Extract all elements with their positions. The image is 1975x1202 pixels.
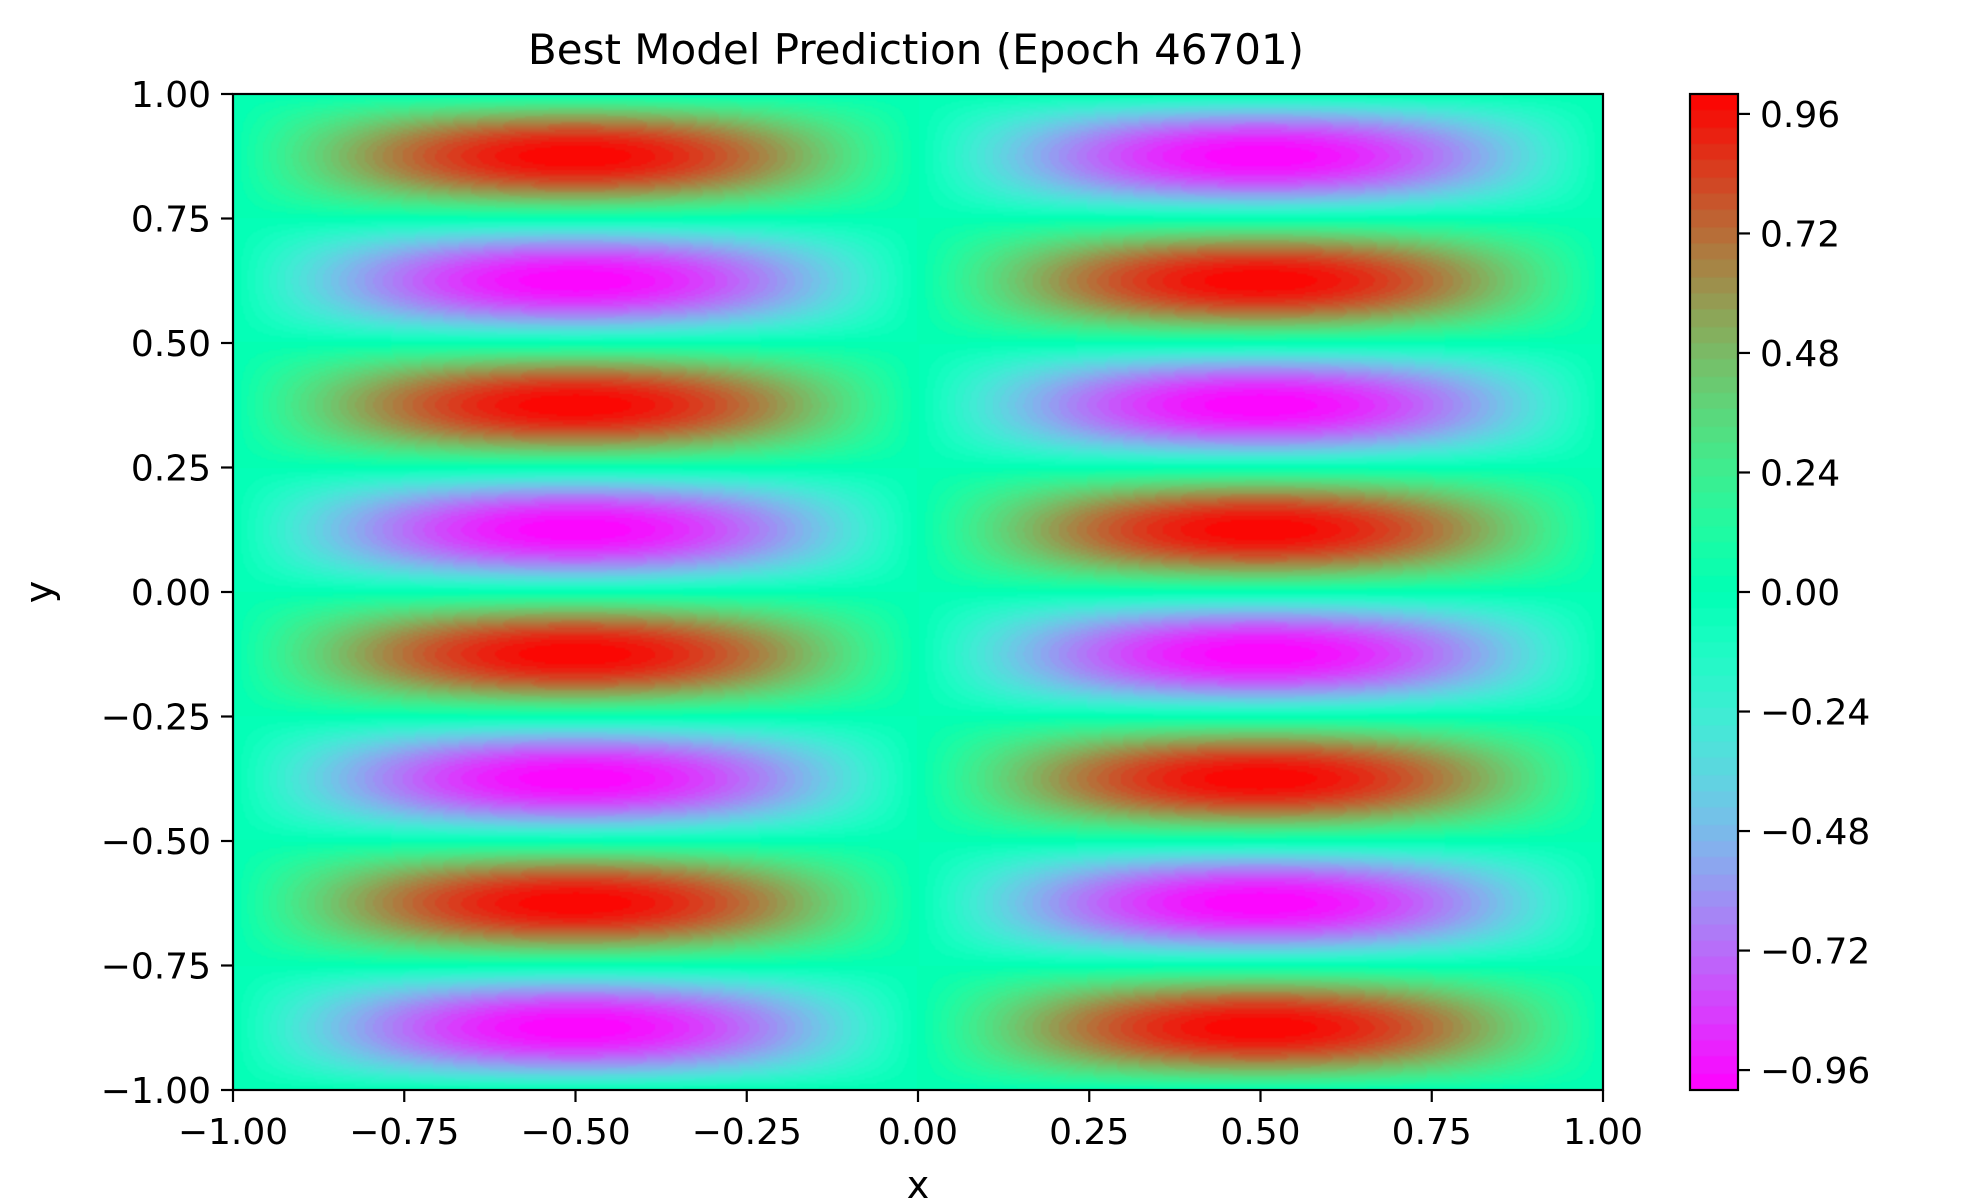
colorbar-axis: −0.96 −0.72 −0.48 −0.24 0.00 0.24 0.48 0.72 0.96	[1738, 95, 1870, 1092]
x-tick-label: 0.00	[878, 1112, 958, 1153]
colorbar	[1690, 94, 1738, 1090]
x-tick-label: 0.25	[1049, 1112, 1129, 1153]
colorbar-tick-label: 0.48	[1760, 334, 1840, 375]
y-tick-label: 1.00	[131, 75, 211, 116]
x-tick-label: −0.25	[692, 1112, 802, 1153]
y-axis-label: y	[17, 581, 61, 604]
x-tick-label: 0.75	[1392, 1112, 1472, 1153]
x-axis-label: x	[907, 1163, 930, 1202]
x-tick-label: −0.75	[349, 1112, 459, 1153]
y-tick-label: 0.25	[131, 449, 211, 490]
chart-title: Best Model Prediction (Epoch 46701)	[528, 25, 1304, 74]
y-tick-label: −0.75	[101, 947, 211, 988]
colorbar-tick-label: −0.48	[1760, 812, 1870, 853]
y-tick-label: −1.00	[101, 1071, 211, 1112]
x-tick-label: 0.50	[1220, 1112, 1300, 1153]
colorbar-tick-label: −0.96	[1760, 1051, 1870, 1092]
x-tick-label: 1.00	[1563, 1112, 1643, 1153]
x-tick-label: −0.50	[520, 1112, 630, 1153]
y-tick-label: 0.50	[131, 324, 211, 365]
heatmap-field	[233, 94, 1603, 1090]
colorbar-tick-label: −0.24	[1760, 693, 1870, 734]
colorbar-tick-label: 0.00	[1760, 573, 1840, 614]
y-tick-label: 0.75	[131, 200, 211, 241]
colorbar-tick-label: −0.72	[1760, 932, 1870, 973]
y-axis: −1.00 −0.75 −0.50 −0.25 0.00 0.25 0.50 0.75 1.00	[101, 75, 233, 1112]
colorbar-tick-label: 0.96	[1760, 95, 1840, 136]
colorbar-tick-label: 0.72	[1760, 214, 1840, 255]
y-tick-label: −0.25	[101, 698, 211, 739]
y-tick-label: 0.00	[131, 573, 211, 614]
colorbar-tick-label: 0.24	[1760, 453, 1840, 494]
x-axis: −1.00 −0.75 −0.50 −0.25 0.00 0.25 0.50 0.75 1.00	[178, 1090, 1643, 1153]
x-tick-label: −1.00	[178, 1112, 288, 1153]
y-tick-label: −0.50	[101, 822, 211, 863]
